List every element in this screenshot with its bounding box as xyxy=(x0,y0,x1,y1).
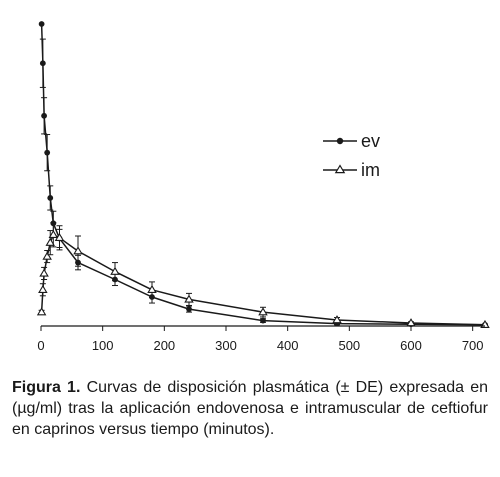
data-point-ev-11 xyxy=(260,317,266,324)
data-point-ev-3 xyxy=(44,149,51,156)
plot-area xyxy=(36,21,490,329)
data-point-im-10 xyxy=(184,294,194,303)
figure-caption: Figura 1. Curvas de disposición plasmáti… xyxy=(12,377,488,440)
x-tick-label-0: 0 xyxy=(37,338,44,353)
x-tick-label-500: 500 xyxy=(338,338,360,353)
data-point-ev-4 xyxy=(47,195,54,201)
data-point-im-7 xyxy=(73,246,83,255)
legend-marker-ev xyxy=(336,137,344,145)
x-tick-label-400: 400 xyxy=(277,338,299,353)
data-point-im-11 xyxy=(258,307,268,316)
data-point-ev-0 xyxy=(38,21,45,27)
x-tick-label-600: 600 xyxy=(400,338,422,353)
legend-marker-im xyxy=(334,164,346,174)
data-point-im-4 xyxy=(45,237,56,246)
x-tick-label-700: 700 xyxy=(462,338,484,353)
plasma-disposition-chart: 0 100 200 300 400 500 600 700 ev im xyxy=(36,21,490,353)
data-point-im-8 xyxy=(110,266,120,275)
x-tick-label-100: 100 xyxy=(92,338,114,353)
x-tick-label-200: 200 xyxy=(153,338,175,353)
caption-label: Figura 1. xyxy=(12,379,81,396)
legend-label-ev: ev xyxy=(361,131,380,151)
data-point-ev-1 xyxy=(39,60,46,67)
data-point-im-1 xyxy=(38,284,48,293)
data-point-ev-2 xyxy=(41,112,47,119)
data-point-im-0 xyxy=(36,307,47,316)
caption-text: Curvas de disposición plasmática (± DE) … xyxy=(12,379,489,438)
series-line-ev xyxy=(40,23,486,326)
legend: ev im xyxy=(323,131,380,180)
data-point-ev-10 xyxy=(186,306,192,312)
data-point-im-5 xyxy=(48,229,59,239)
data-point-im-2 xyxy=(39,268,49,277)
data-point-im-9 xyxy=(147,284,157,293)
data-point-im-6 xyxy=(54,232,65,242)
data-point-im-3 xyxy=(42,251,52,260)
x-tick-label-300: 300 xyxy=(215,338,237,353)
x-axis: 0 100 200 300 400 500 600 700 xyxy=(37,325,485,353)
data-point-im-12 xyxy=(332,315,342,324)
legend-label-im: im xyxy=(361,160,380,180)
